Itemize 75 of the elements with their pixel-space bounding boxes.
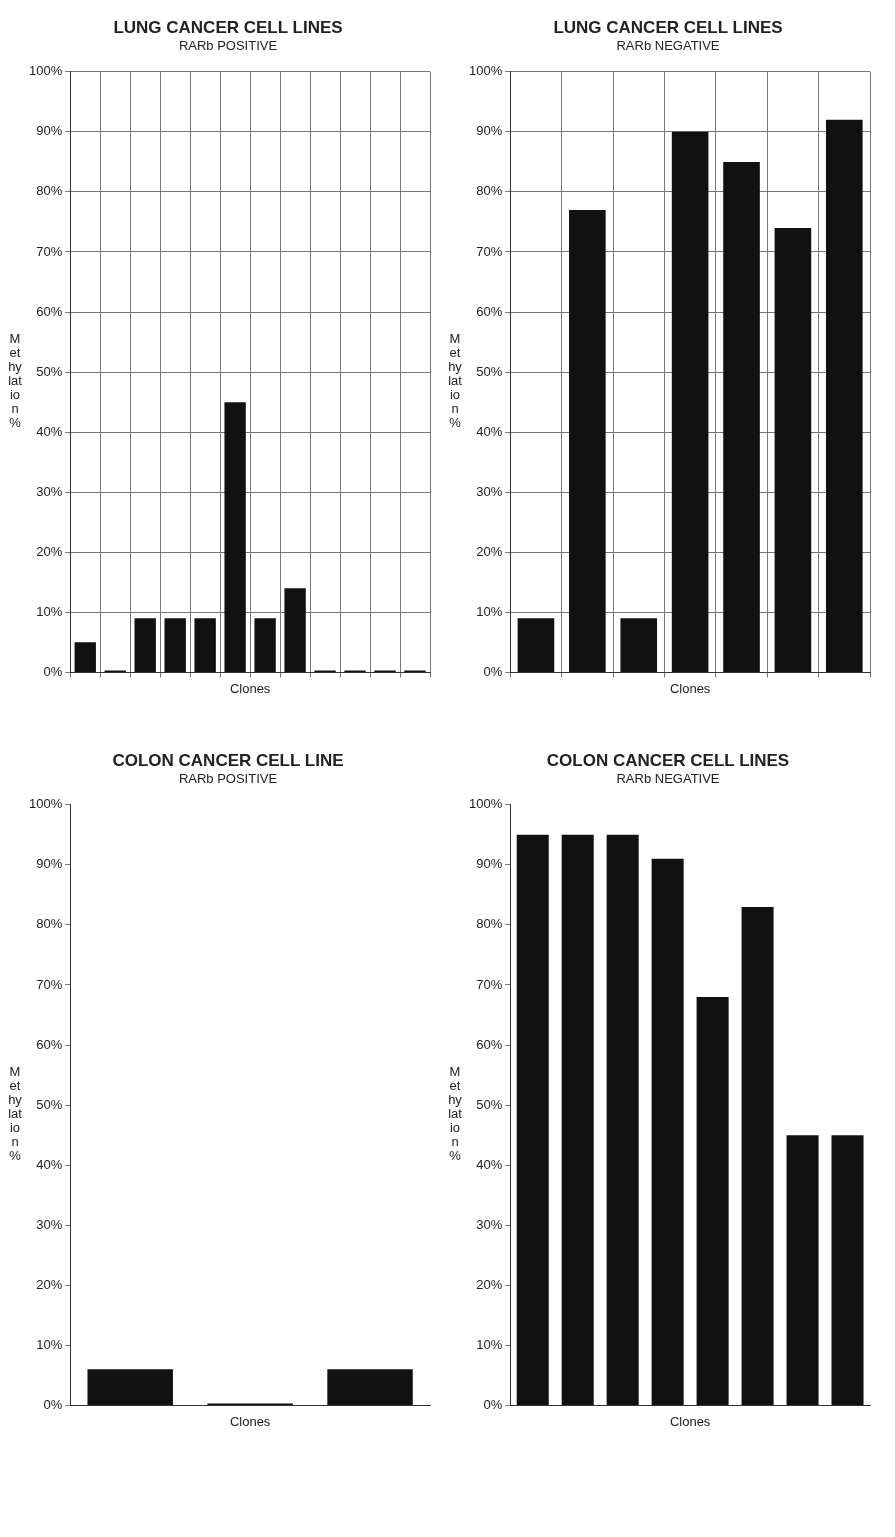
- y-tick-label: 30%: [36, 483, 63, 499]
- bar: [620, 618, 658, 672]
- bar: [786, 1135, 819, 1405]
- x-axis-title: Clones: [669, 680, 711, 696]
- y-tick-label: 90%: [36, 856, 63, 872]
- y-tick-label: 40%: [36, 423, 63, 439]
- y-tick-label: 50%: [36, 1096, 63, 1112]
- bar: [696, 996, 729, 1405]
- bar: [671, 131, 709, 672]
- y-tick-label: 100%: [29, 63, 63, 79]
- x-axis-title: Clones: [229, 680, 271, 696]
- chart-title: COLON CANCER CELL LINE: [111, 751, 345, 771]
- y-tick-label: 20%: [36, 1276, 63, 1292]
- y-tick-label: 70%: [476, 243, 503, 259]
- y-tick-label: 20%: [476, 543, 503, 559]
- chart-title: LUNG CANCER CELL LINES: [112, 18, 344, 38]
- chart-subtitle: RARb NEGATIVE: [615, 771, 721, 786]
- y-tick-label: 60%: [36, 303, 63, 319]
- y-tick-label: 90%: [36, 123, 63, 139]
- y-tick-label: 70%: [36, 243, 63, 259]
- chart-title: COLON CANCER CELL LINES: [545, 751, 791, 771]
- y-tick-label: 10%: [476, 603, 503, 619]
- y-tick-label: 40%: [36, 1156, 63, 1172]
- y-tick-label: 50%: [476, 1096, 503, 1112]
- y-axis-title: Methylation %: [448, 1064, 462, 1163]
- chart-subtitle: RARb POSITIVE: [177, 771, 279, 786]
- y-tick-label: 100%: [469, 63, 503, 79]
- bar: [741, 906, 774, 1405]
- y-tick-label: 0%: [43, 663, 63, 679]
- y-tick-label: 20%: [476, 1276, 503, 1292]
- bar: [651, 858, 684, 1405]
- y-tick-label: 0%: [483, 1396, 503, 1412]
- y-axis-title: Methylation %: [8, 331, 22, 430]
- y-axis-title: Methylation %: [448, 331, 462, 430]
- y-tick-label: 40%: [476, 423, 503, 439]
- y-tick-label: 80%: [476, 916, 503, 932]
- chart-title: LUNG CANCER CELL LINES: [552, 18, 784, 38]
- y-tick-label: 30%: [36, 1216, 63, 1232]
- chart-subtitle: RARb NEGATIVE: [615, 38, 721, 53]
- y-tick-label: 0%: [483, 663, 503, 679]
- y-tick-label: 100%: [29, 796, 63, 812]
- bar: [723, 161, 760, 672]
- bar: [561, 834, 594, 1405]
- y-tick-label: 60%: [476, 1036, 503, 1052]
- y-tick-label: 0%: [43, 1396, 63, 1412]
- y-tick-label: 40%: [476, 1156, 503, 1172]
- bar: [516, 834, 549, 1405]
- y-axis-title: Methylation %: [8, 1064, 22, 1163]
- y-tick-label: 20%: [36, 543, 63, 559]
- y-tick-label: 10%: [36, 1336, 63, 1352]
- y-tick-label: 60%: [476, 303, 503, 319]
- y-tick-label: 10%: [476, 1336, 503, 1352]
- y-tick-label: 50%: [36, 363, 63, 379]
- bar: [774, 227, 812, 672]
- y-tick-label: 80%: [36, 916, 63, 932]
- y-tick-label: 50%: [476, 363, 503, 379]
- bar: [606, 834, 639, 1405]
- y-tick-label: 100%: [469, 796, 503, 812]
- y-tick-label: 80%: [476, 183, 503, 199]
- bar: [831, 1135, 864, 1405]
- y-tick-label: 90%: [476, 856, 503, 872]
- y-tick-label: 10%: [36, 603, 63, 619]
- y-tick-label: 30%: [476, 1216, 503, 1232]
- y-tick-label: 60%: [36, 1036, 63, 1052]
- y-tick-label: 80%: [36, 183, 63, 199]
- y-tick-label: 30%: [476, 483, 503, 499]
- bar: [569, 209, 606, 672]
- x-axis-title: Clones: [669, 1413, 711, 1429]
- bar: [517, 618, 555, 672]
- x-axis-title: Clones: [229, 1413, 271, 1429]
- y-tick-label: 70%: [36, 976, 63, 992]
- bar: [826, 119, 863, 672]
- y-tick-label: 70%: [476, 976, 503, 992]
- chart-subtitle: RARb POSITIVE: [177, 38, 279, 53]
- y-tick-label: 90%: [476, 123, 503, 139]
